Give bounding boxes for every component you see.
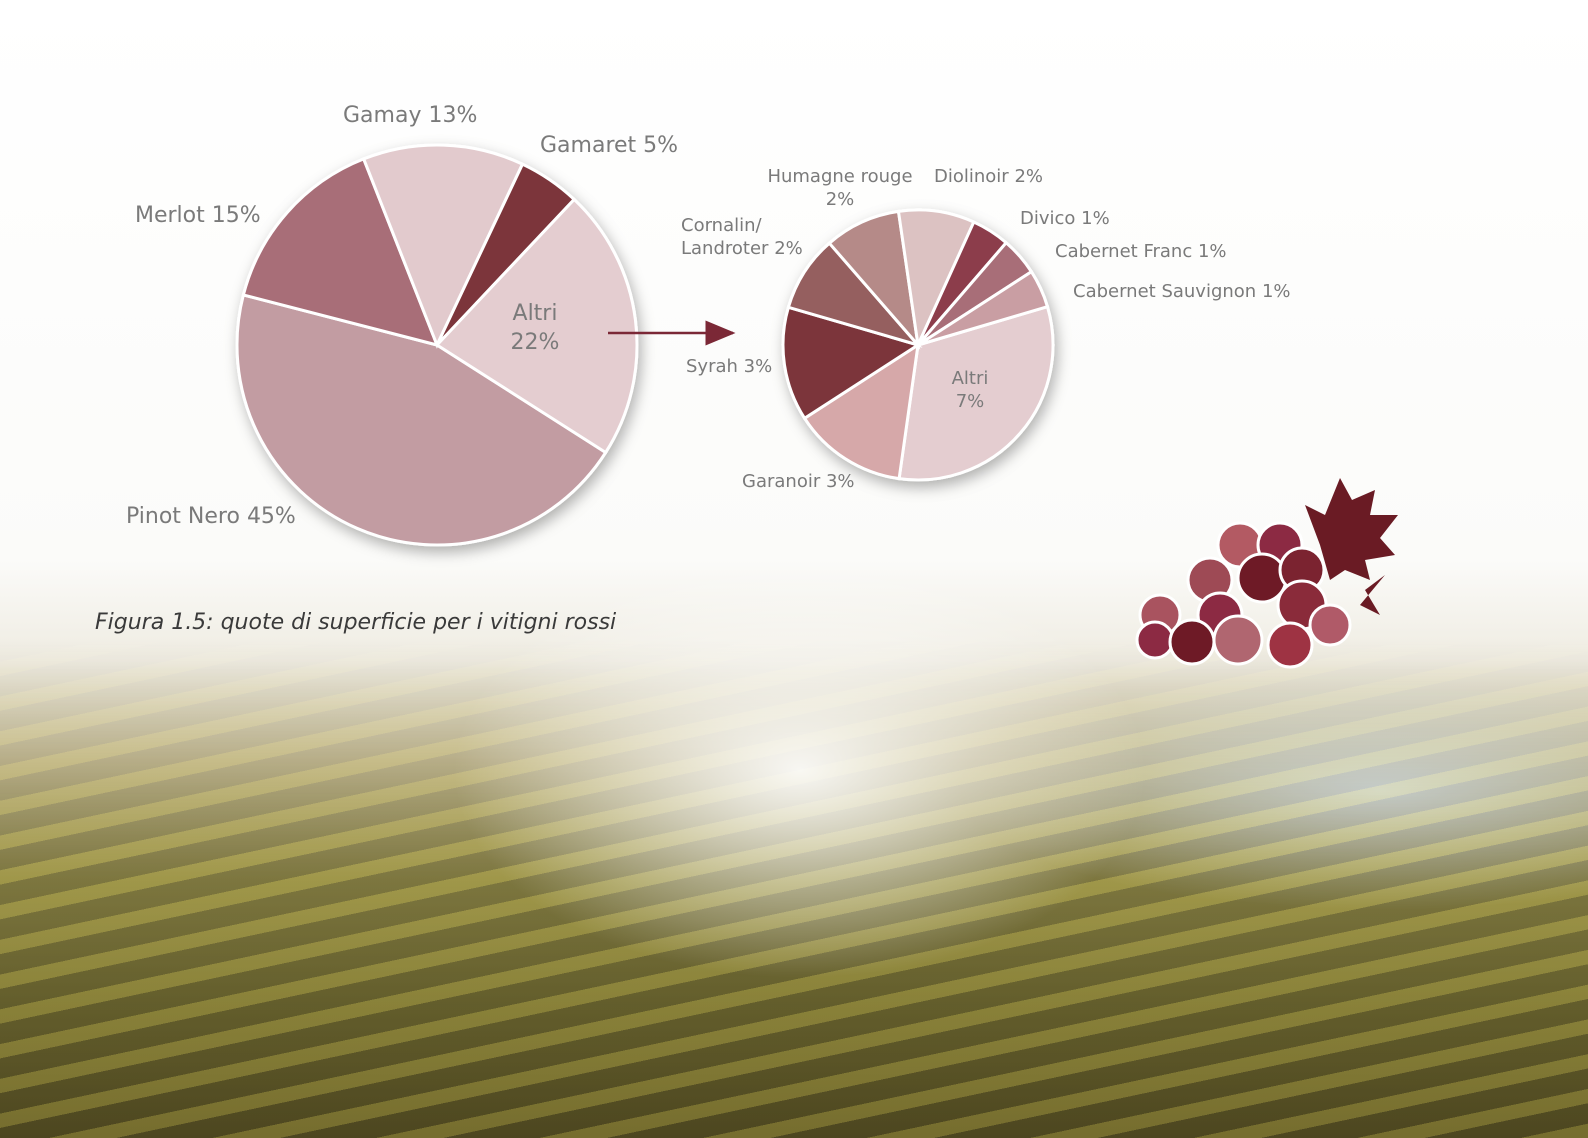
category-name: Syrah (686, 356, 738, 377)
category-name: Humagne rouge (767, 166, 913, 187)
slice-label: Humagne rouge 2% (760, 165, 920, 212)
caption: Figura 1.5: quote di superficie per i vi… (95, 610, 617, 635)
category-name: Cabernet Franc (1055, 241, 1193, 262)
category-name: Pinot Nero (126, 504, 240, 529)
pie-slice (241, 156, 440, 348)
slice-label: Cabernet Franc 1% (1055, 240, 1227, 263)
slice-label: Garanoir 3% (742, 470, 855, 493)
slice-label: Merlot 15% (135, 202, 261, 231)
grape-icon (1135, 478, 1398, 669)
category-name: Garanoir (742, 471, 821, 492)
slice-label: Cabernet Sauvignon 1% (1073, 280, 1291, 303)
fog (450, 560, 1150, 980)
pie-slice (802, 341, 920, 481)
pie-slice (781, 305, 922, 421)
value-label: 15% (211, 203, 261, 228)
pie-slice (897, 304, 1055, 482)
category-name: Altri (512, 301, 558, 326)
slice-label: Syrah 3% (686, 355, 772, 378)
value-label: 13% (428, 103, 478, 128)
category-name: Merlot (135, 203, 205, 228)
value-label: 3% (743, 356, 773, 377)
category-name: Divico (1020, 208, 1076, 229)
slice-label: Gamaret 5% (540, 132, 678, 161)
category-name: Diolinoir (934, 166, 1009, 187)
category-name: Gamaret (540, 133, 637, 158)
slice-label: Divico 1% (1020, 207, 1110, 230)
slice-label: Altri 22% (490, 300, 580, 357)
pie-slice (361, 143, 525, 349)
value-label: 7% (955, 391, 985, 413)
category-name: Cornalin/ Landroter (681, 215, 769, 260)
category-name: Cabernet Sauvignon (1073, 281, 1257, 302)
value-label: 1% (1261, 281, 1291, 302)
pie-slice (434, 197, 639, 455)
value-label: 2% (825, 189, 855, 211)
category-name: Altri (951, 368, 989, 389)
category-name: Gamay (343, 103, 422, 128)
slice-label: Cornalin/ Landroter 2% (681, 214, 809, 261)
pie-slice (917, 269, 1050, 347)
slice-label: Altri 7% (940, 367, 1000, 414)
value-label: 2% (1014, 166, 1043, 187)
pie (781, 208, 1055, 482)
value-label: 22% (510, 329, 560, 355)
value-label: 3% (825, 471, 855, 492)
value-label: 1% (1197, 241, 1227, 262)
pie-slice (235, 293, 608, 547)
slice-label: Gamay 13% (343, 102, 477, 131)
slice-label: Pinot Nero 45% (126, 503, 296, 532)
value-label: 1% (1081, 208, 1110, 229)
value-label: 5% (643, 133, 679, 158)
value-label: 2% (774, 238, 803, 260)
slice-label: Diolinoir 2% (934, 165, 1043, 188)
value-label: 45% (246, 504, 296, 529)
pie (235, 143, 639, 547)
